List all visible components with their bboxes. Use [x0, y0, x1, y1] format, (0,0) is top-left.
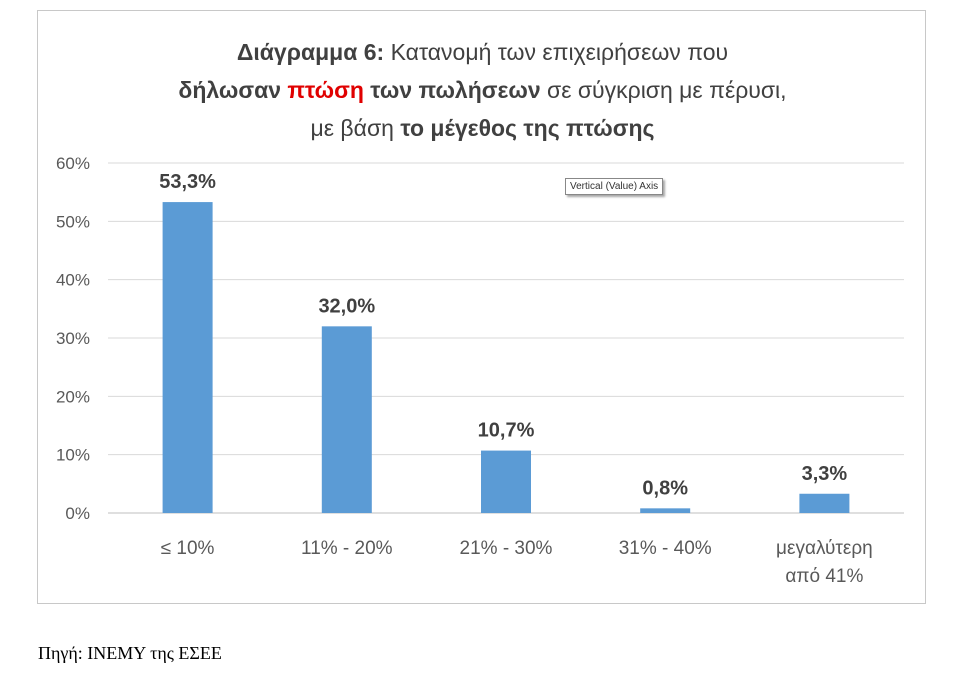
chart-title: Διάγραμμα 6: Κατανομή των επιχειρήσεων π… [38, 33, 927, 147]
title-bold-3: το μέγεθος της πτώσης [400, 115, 655, 141]
title-highlight: πτώση [287, 77, 364, 103]
bar [162, 202, 213, 514]
title-line1: Κατανομή των επιχειρήσεων που [384, 39, 729, 65]
data-label: 10,7% [478, 420, 535, 442]
title-line2: σε σύγκριση με πέρυσι, [540, 77, 787, 103]
y-tick-label: 50% [56, 212, 90, 231]
data-label: 53,3% [159, 171, 216, 193]
title-bold-1: δήλωσαν [178, 77, 288, 103]
x-tick-label: από 41% [785, 566, 863, 587]
axis-tooltip: Vertical (Value) Axis [565, 178, 664, 195]
title-bold-2: των πωλήσεων [363, 77, 541, 103]
bar-chart[interactable]: 0% 10% 20% 30% 40% 50% 60% 53,3% ≤ 10% 32,0% 11% -… [38, 11, 925, 603]
y-tick-label: 0% [65, 504, 90, 523]
bar [799, 493, 850, 513]
chart-area[interactable]: Διάγραμμα 6: Κατανομή των επιχειρήσεων π… [37, 10, 926, 604]
y-tick-label: 20% [56, 387, 90, 406]
title-line3: με βάση [310, 115, 401, 141]
y-tick-label: 60% [56, 154, 90, 173]
data-label: 3,3% [802, 463, 848, 485]
title-prefix: Διάγραμμα 6: [236, 39, 385, 65]
y-tick-label: 30% [56, 329, 90, 348]
x-tick-label: 11% - 20% [301, 538, 393, 559]
x-tick-label: μεγαλύτερη [776, 538, 873, 559]
data-label: 32,0% [318, 295, 375, 317]
source-note: Πηγή: ΙΝΕΜΥ της ΕΣΕΕ [38, 643, 222, 663]
x-tick-label: ≤ 10% [161, 538, 215, 559]
x-tick-label: 31% - 40% [619, 538, 712, 559]
y-tick-label: 10% [56, 446, 90, 465]
bar [481, 450, 531, 513]
y-tick-label: 40% [56, 271, 90, 290]
bar [321, 326, 372, 513]
x-tick-label: 21% - 30% [460, 538, 553, 559]
bar [640, 508, 691, 513]
data-label: 0,8% [642, 477, 688, 499]
